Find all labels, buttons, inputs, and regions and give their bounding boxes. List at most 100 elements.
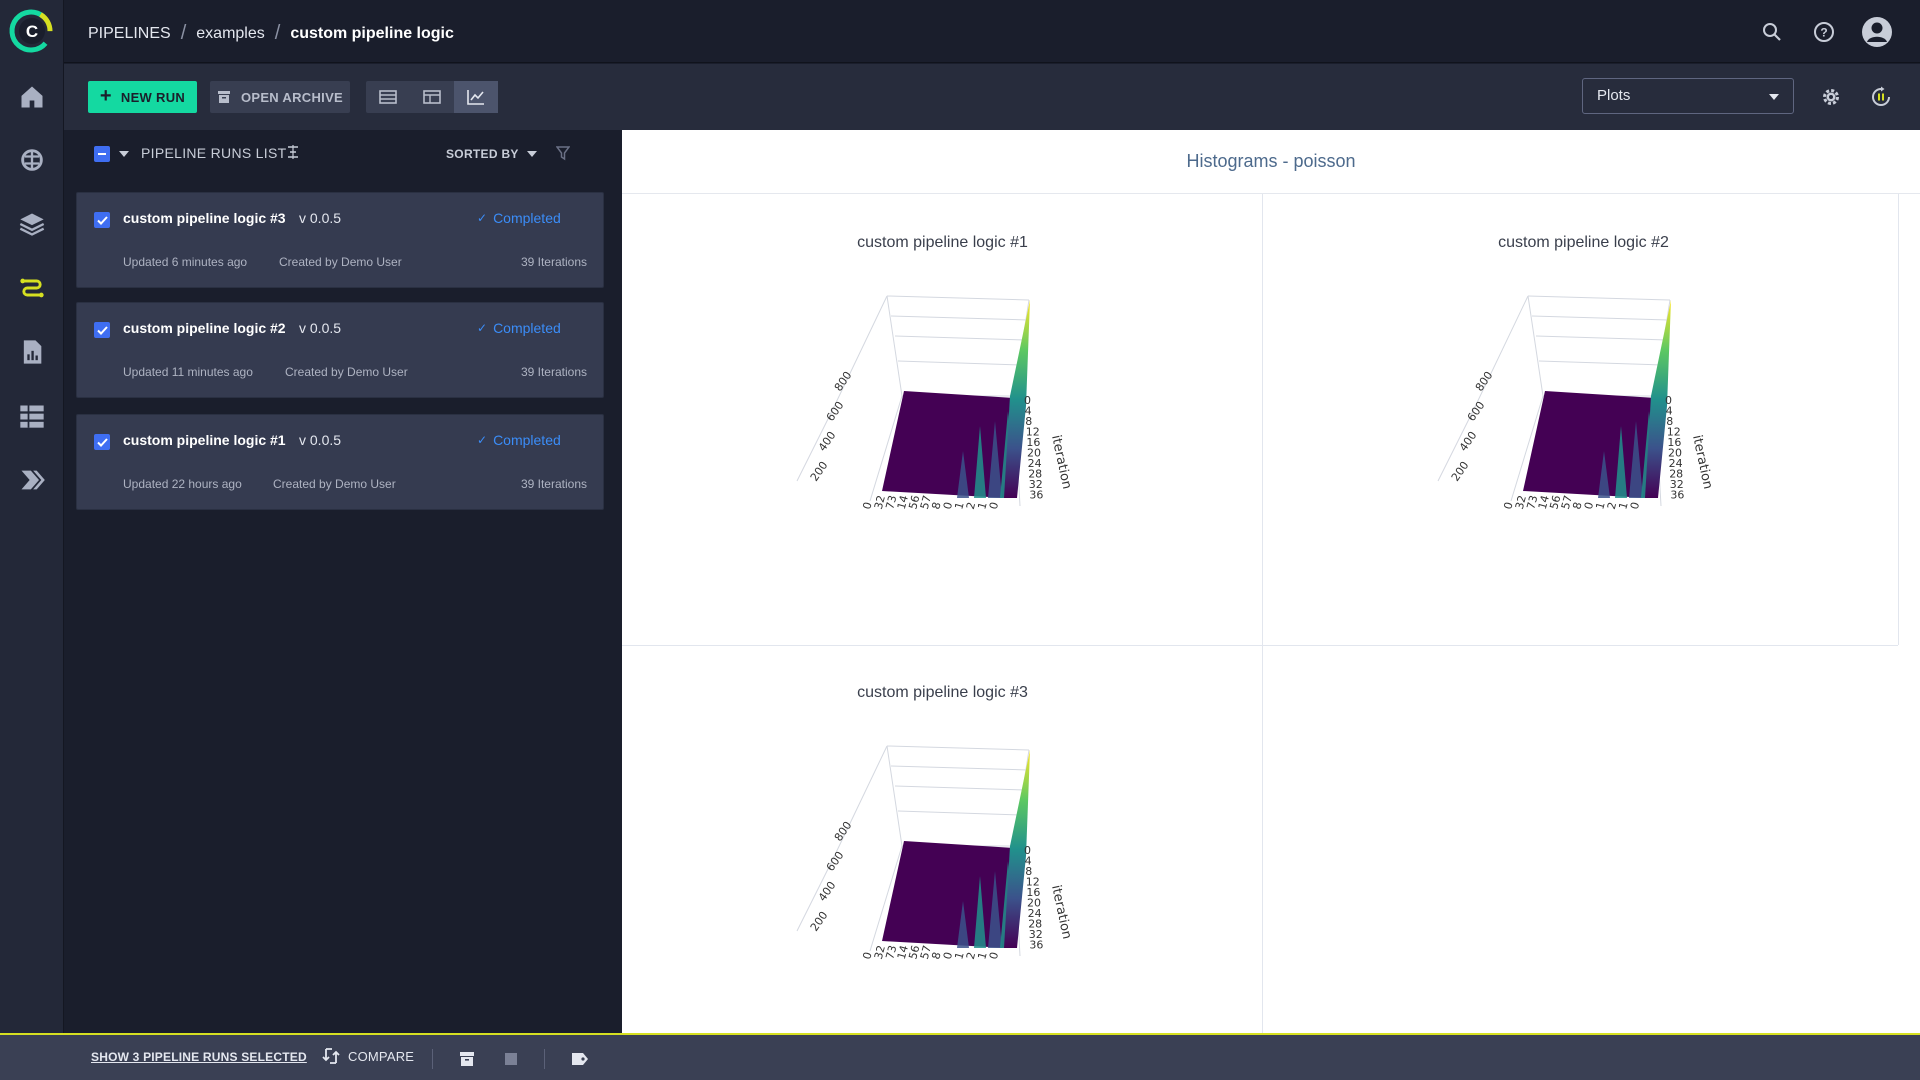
compare-label: COMPARE [348,1048,415,1064]
surface-ridge [1615,426,1627,498]
run-name: custom pipeline logic #2 [123,320,286,336]
surface-plot[interactable]: 2004006008000327314565780121004812162024… [752,286,1072,576]
plot-cell: custom pipeline logic #3 200 400 600 800 0 32… [622,580,1263,1030]
select-menu-chevron-icon[interactable] [119,151,129,157]
nav-orchestration[interactable] [0,392,64,440]
surface-peak [1645,300,1671,498]
archive-selected-button[interactable] [456,1048,478,1070]
compare-button[interactable]: COMPARE [322,1047,414,1065]
plots-select[interactable]: Plots [1582,78,1794,114]
run-version: v 0.0.5 [299,432,342,448]
surface-plot[interactable]: 2004006008000327314565780121004812162024… [752,736,1072,1026]
table-view-button[interactable] [366,81,410,113]
select-all-checkbox[interactable] [94,146,110,162]
y-tick-label: 32 [1670,478,1684,491]
run-checkbox[interactable] [94,434,110,450]
help-button[interactable]: ? [1808,16,1840,48]
settings-button[interactable] [1817,83,1845,111]
x-tick-label: 57 [1559,494,1575,511]
open-archive-button[interactable]: OPEN ARCHIVE [210,81,350,113]
column-filter-button[interactable] [286,144,300,165]
search-icon [1763,23,1781,41]
y-tick-label: 0 [1665,394,1672,407]
compare-view-button[interactable] [454,81,498,113]
x-tick-label: 8 [1570,501,1584,511]
y-tick-label: 8 [1666,415,1673,428]
breadcrumb-separator: / [274,22,281,44]
axis-gridline [1472,295,1529,412]
breadcrumb-project[interactable]: examples [196,24,265,42]
clearml-logo[interactable]: C [8,8,54,54]
table-view-icon [379,90,397,104]
new-run-button[interactable]: + NEW RUN [88,81,197,113]
run-card[interactable]: custom pipeline logic #3 v 0.0.5 ✓ Comple… [76,192,604,288]
run-card[interactable]: custom pipeline logic #2 v 0.0.5 ✓ Comple… [76,302,604,398]
axis-gridline [890,315,1029,321]
z-tick-label: 200 [808,459,831,484]
x-tick-label: 8 [929,951,943,961]
x-tick-label: 1 [1616,501,1630,511]
run-card[interactable]: custom pipeline logic #1 v 0.0.5 ✓ Comple… [76,414,604,510]
plot-cell: custom pipeline logic #2 200 400 600 800 0 32… [1263,130,1904,580]
x-tick-label: 56 [1547,494,1563,511]
check-icon: ✓ [477,321,488,335]
y-tick-label: 12 [1026,426,1040,439]
tag-selected-button[interactable] [569,1048,591,1070]
axis-gridline [1527,295,1544,397]
nav-reports[interactable] [0,328,64,376]
open-archive-label: OPEN ARCHIVE [240,89,344,105]
abort-selected-button[interactable] [500,1048,522,1070]
auto-refresh-button[interactable] [1867,83,1895,111]
x-tick-label: 2 [1605,501,1619,511]
grid-divider [1898,194,1899,645]
y-tick-label: 24 [1669,457,1683,470]
svg-text:C: C [26,22,38,41]
x-tick-label: 73 [1524,494,1540,511]
nav-home[interactable] [0,73,64,121]
check-icon: ✓ [477,211,488,225]
plot-cell: custom pipeline logic #1 200 400 600 800 0 32… [622,130,1263,580]
run-status: Completed [493,210,561,226]
y-tick-label: 28 [1669,468,1683,481]
filter-lines-icon [288,145,298,159]
show-selected-link[interactable]: SHOW 3 PIPELINE RUNS SELECTED [91,1050,307,1064]
run-updated: Updated 22 hours ago [123,477,242,491]
x-tick-label: 2 [964,951,978,961]
axis-gridline [1527,295,1671,301]
tag-icon [572,1053,588,1065]
plots-area: Histograms - poisson custom pipeline log… [622,130,1920,1033]
details-view-button[interactable] [410,81,454,113]
y-tick-label: 28 [1028,468,1042,481]
nav-datasets[interactable] [0,200,64,248]
x-tick-label: 57 [918,944,934,961]
surface-peak [1004,300,1030,498]
axis-gridline [894,785,1027,791]
search-button[interactable] [1756,16,1788,48]
user-avatar-button[interactable] [1861,16,1893,48]
run-checkbox[interactable] [94,322,110,338]
axis-gridline [831,745,888,862]
nav-projects[interactable] [0,136,64,184]
filter-button[interactable] [555,145,571,166]
surface-plot[interactable]: 2004006008000327314565780121004812162024… [1393,286,1713,576]
x-tick-label: 1 [952,951,966,961]
run-checkbox[interactable] [94,212,110,228]
plot-group-title: Histograms - poisson [622,130,1920,194]
x-tick-label: 56 [906,944,922,961]
run-created-by: Created by Demo User [273,477,396,491]
sorted-by-button[interactable]: SORTED BY [446,147,537,161]
y-tick-label: 36 [1029,489,1043,502]
axis-gridline [886,295,903,397]
nav-pipelines[interactable] [0,264,64,312]
run-status: Completed [493,320,561,336]
grid-divider [1262,194,1263,1033]
run-name: custom pipeline logic #3 [123,210,286,226]
nav-deploy[interactable] [0,456,64,504]
breadcrumb-separator: / [180,22,187,44]
breadcrumb-pipelines[interactable]: PIPELINES [88,24,171,42]
y-tick-label: 8 [1025,415,1032,428]
y-tick-label: 24 [1028,457,1042,470]
user-avatar-icon [1862,17,1892,47]
y-tick-label: 0 [1024,394,1031,407]
x-tick-label: 0 [987,501,1001,511]
